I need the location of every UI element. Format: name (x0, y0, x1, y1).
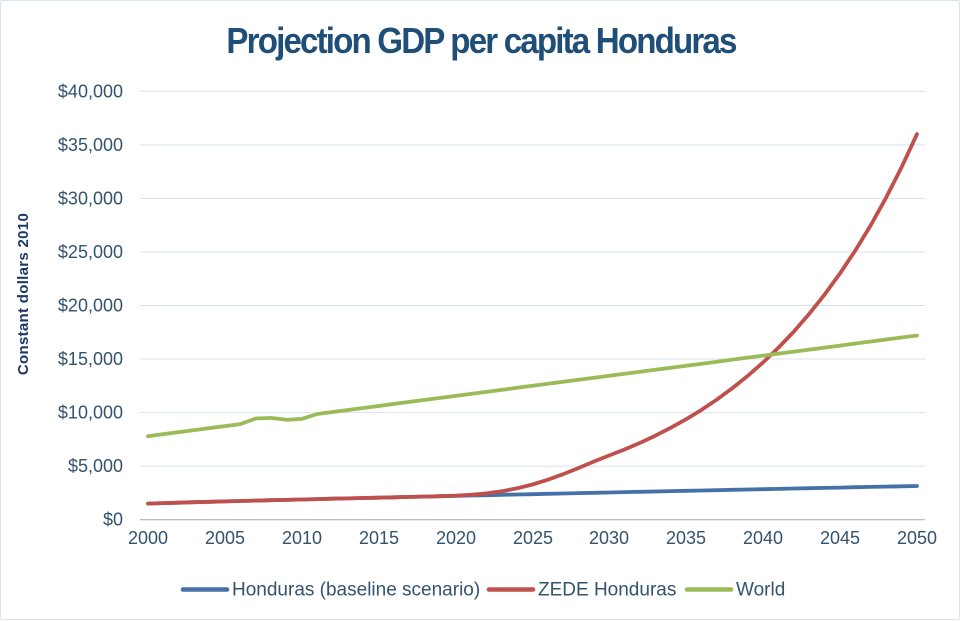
svg-text:$15,000: $15,000 (58, 349, 123, 369)
svg-text:$25,000: $25,000 (58, 242, 123, 262)
svg-text:$0: $0 (103, 510, 123, 530)
svg-text:2000: 2000 (128, 528, 168, 548)
svg-text:ZEDE Honduras: ZEDE Honduras (538, 579, 676, 600)
svg-text:$5,000: $5,000 (68, 456, 123, 476)
svg-text:$40,000: $40,000 (58, 82, 123, 102)
svg-text:2045: 2045 (820, 528, 860, 548)
svg-text:2050: 2050 (897, 528, 937, 548)
svg-text:$35,000: $35,000 (58, 135, 123, 155)
svg-text:2015: 2015 (359, 528, 399, 548)
svg-text:2030: 2030 (589, 528, 629, 548)
svg-text:2035: 2035 (666, 528, 706, 548)
svg-text:$20,000: $20,000 (58, 296, 123, 316)
svg-text:2010: 2010 (282, 528, 322, 548)
svg-text:$30,000: $30,000 (58, 189, 123, 209)
svg-text:2025: 2025 (513, 528, 553, 548)
svg-text:$10,000: $10,000 (58, 403, 123, 423)
svg-text:World: World (736, 579, 785, 600)
svg-text:2005: 2005 (205, 528, 245, 548)
svg-text:2020: 2020 (436, 528, 476, 548)
svg-text:Honduras (baseline scenario): Honduras (baseline scenario) (232, 579, 480, 600)
svg-text:Constant dollars 2010: Constant dollars 2010 (15, 213, 32, 375)
svg-text:2040: 2040 (743, 528, 783, 548)
